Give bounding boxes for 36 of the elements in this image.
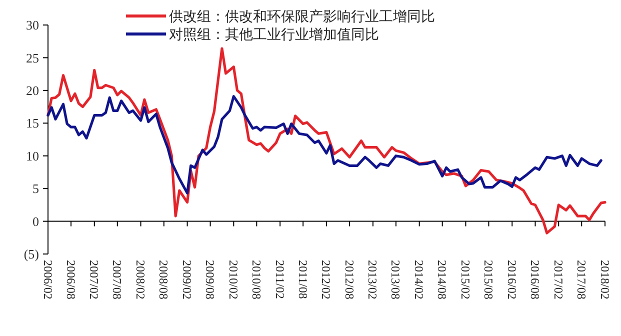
- y-tick-label: 30: [26, 18, 39, 33]
- x-tick-label: 2012/02: [319, 260, 334, 300]
- x-tick-label: 2006/02: [40, 260, 55, 300]
- x-tick-label: 2012/08: [342, 260, 356, 300]
- y-tick-label: 15: [26, 116, 39, 131]
- y-tick-label: 0: [32, 214, 39, 229]
- legend-label: 供改组：供改和环保限产影响行业工增同比: [169, 8, 435, 24]
- x-tick-label: 2011/02: [272, 260, 287, 299]
- x-tick-label: 2011/08: [296, 260, 310, 299]
- y-tick-label: 5: [32, 181, 39, 196]
- x-tick-label: 2018/02: [598, 260, 612, 300]
- x-tick-label: 2017/08: [574, 260, 588, 300]
- x-tick-label: 2008/08: [156, 260, 171, 300]
- x-tick-label: 2016/02: [504, 260, 519, 300]
- x-tick-label: 2014/02: [412, 260, 426, 300]
- y-tick-label: 10: [26, 148, 39, 164]
- x-tick-label: 2007/08: [110, 260, 124, 300]
- x-tick-label: 2009/08: [203, 260, 218, 300]
- x-tick-label: 2014/08: [435, 260, 450, 300]
- y-tick-label: (5): [24, 246, 39, 262]
- x-tick-label: 2007/02: [87, 260, 102, 300]
- x-tick-label: 2009/02: [180, 260, 194, 300]
- x-tick-label: 2010/02: [226, 260, 240, 300]
- y-tick-label: 20: [26, 82, 39, 98]
- x-tick-label: 2017/02: [551, 260, 566, 300]
- x-tick-label: 2013/02: [366, 260, 380, 300]
- x-tick-label: 2015/08: [482, 260, 496, 300]
- legend-label: 对照组：其他工业行业增加值同比: [169, 26, 379, 42]
- line-series: [46, 95, 602, 194]
- x-tick-label: 2013/08: [388, 260, 403, 300]
- x-tick-label: 2008/02: [134, 260, 148, 300]
- x-tick-label: 2015/02: [458, 260, 473, 300]
- x-tick-label: 2010/08: [249, 260, 264, 300]
- x-tick-label: 2016/08: [528, 260, 542, 300]
- y-tick-label: 25: [26, 50, 39, 66]
- x-tick-label: 2006/08: [64, 260, 78, 300]
